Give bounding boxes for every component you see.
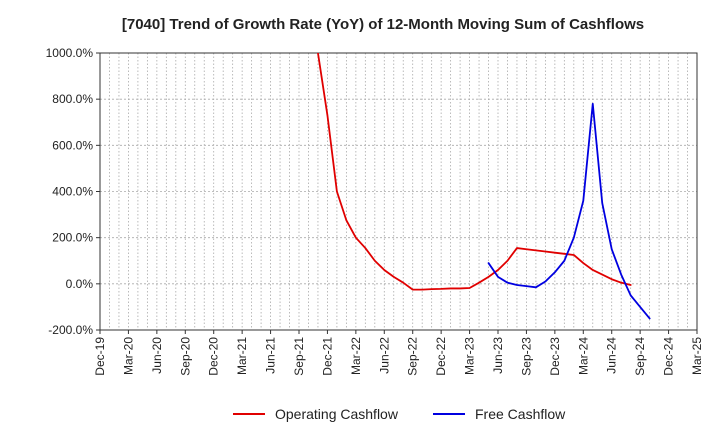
y-tick-label: -200.0%: [48, 323, 93, 337]
x-tick-label: Mar-23: [463, 337, 477, 375]
y-tick-label: 400.0%: [52, 185, 93, 199]
x-tick-label: Dec-22: [434, 337, 448, 376]
free-cashflow-legend-label: Free Cashflow: [475, 406, 566, 422]
y-tick-label: 1000.0%: [46, 46, 94, 60]
x-tick-label: Dec-20: [207, 337, 221, 376]
x-tick-label: Jun-20: [150, 337, 164, 374]
x-tick-label: Mar-20: [121, 337, 135, 375]
y-tick-label: 600.0%: [52, 138, 93, 152]
x-tick-label: Dec-19: [93, 337, 107, 376]
y-tick-label: 0.0%: [66, 277, 94, 291]
x-tick-label: Sep-24: [633, 337, 647, 376]
free-cashflow-line: [487, 102, 651, 320]
x-tick-label: Sep-20: [178, 337, 192, 376]
y-tick-label: 800.0%: [52, 92, 93, 106]
x-tick-label: Sep-22: [406, 337, 420, 376]
x-tick-label: Mar-25: [690, 337, 704, 375]
chart-title: [7040] Trend of Growth Rate (YoY) of 12-…: [122, 16, 644, 33]
x-tick-label: Jun-24: [605, 337, 619, 374]
x-tick-label: Dec-23: [548, 337, 562, 376]
x-tick-label: Dec-21: [320, 337, 334, 376]
x-tick-label: Sep-23: [519, 337, 533, 376]
x-tick-label: Mar-21: [235, 337, 249, 375]
x-tick-label: Mar-22: [349, 337, 363, 375]
x-tick-label: Jun-23: [491, 337, 505, 374]
x-tick-label: Jun-21: [264, 337, 278, 374]
operating-cashflow-legend-label: Operating Cashflow: [275, 406, 399, 422]
x-tick-label: Sep-21: [292, 337, 306, 376]
x-tick-label: Mar-24: [576, 337, 590, 375]
x-tick-label: Jun-22: [377, 337, 391, 374]
y-tick-label: 200.0%: [52, 231, 93, 245]
x-tick-label: Dec-24: [662, 337, 676, 376]
operating-cashflow-line: [317, 53, 632, 291]
